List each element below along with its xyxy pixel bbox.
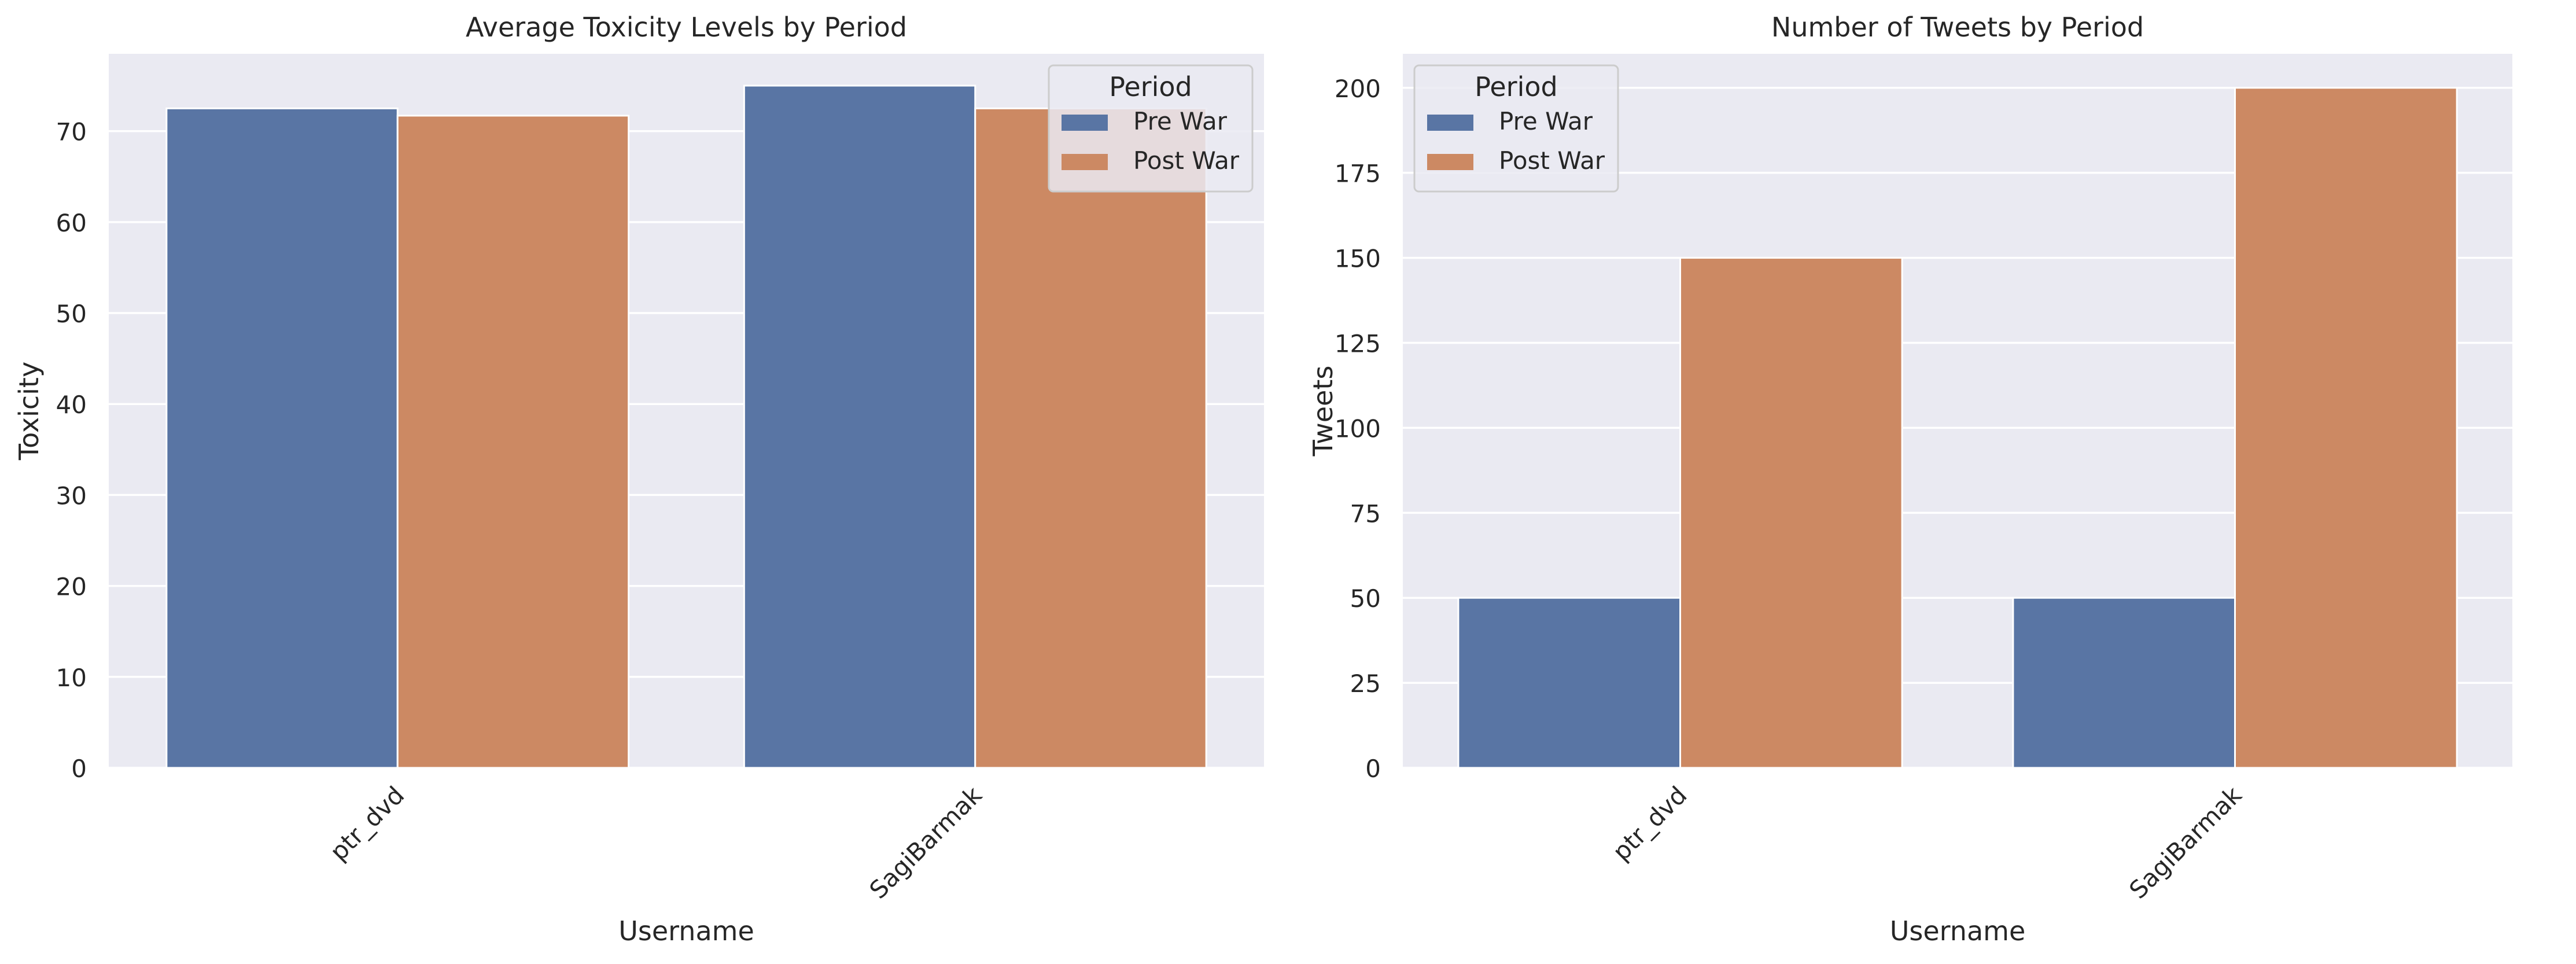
x-axis-label: Username [618,915,754,947]
x-axis-label: Username [1890,915,2026,947]
y-tick-label: 0 [71,755,87,783]
legend-title: Period [1475,71,1557,102]
y-tick-label: 10 [56,664,87,692]
bar-pre-war-ptr_dvd [165,107,399,769]
x-tick-label: ptr_dvd [325,781,410,866]
legend-title: Period [1109,71,1192,102]
y-tick-label: 150 [1335,245,1381,273]
y-tick-label: 0 [1365,755,1381,783]
bar-pre-war-sagibarmak [2012,597,2236,769]
chart-panel-2: 0 25 50 75 100 125 150 175 200 ptr_dvd SagiBarmak N… [1307,12,2512,947]
legend-label: Post War [1499,146,1605,175]
chart-title: Average Toxicity Levels by Period [466,12,907,43]
legend-label: Pre War [1133,107,1228,135]
bar-pre-war-ptr_dvd [1457,597,1681,769]
legend-swatch [1062,115,1108,131]
bar-post-war-sagibarmak [2234,87,2458,769]
bar-pre-war-sagibarmak [743,84,976,769]
x-tick-label: ptr_dvd [1607,781,1692,866]
legend-label: Post War [1133,146,1240,175]
x-tick-label: SagiBarmak [864,781,987,904]
y-tick-label: 175 [1335,160,1381,188]
y-tick-label: 100 [1335,414,1381,443]
legend-swatch [1427,115,1473,131]
legend-swatch [1062,154,1108,170]
legend: Period Pre War Post War [1413,64,1619,193]
legend: Period Pre War Post War [1048,64,1254,193]
legend-swatch [1427,154,1473,170]
bar-post-war-sagibarmak [974,107,1207,769]
y-tick-label: 125 [1335,329,1381,358]
y-axis-label: Tweets [1307,366,1339,457]
y-tick-label: 60 [56,209,87,237]
y-tick-label: 25 [1350,669,1381,698]
chart-panel-1: 0 10 20 30 40 50 60 70 ptr_dvd SagiBarmak Average … [13,12,1264,947]
y-tick-label: 40 [56,391,87,419]
y-tick-label: 50 [1350,584,1381,613]
y-tick-label: 200 [1335,75,1381,103]
y-tick-label: 70 [56,118,87,146]
y-axis-label: Toxicity [13,362,45,461]
legend-label: Pre War [1499,107,1593,135]
bar-post-war-ptr_dvd [1679,257,1903,769]
chart-title: Number of Tweets by Period [1771,12,2144,43]
y-tick-label: 75 [1350,499,1381,528]
y-tick-label: 20 [56,573,87,601]
x-tick-label: SagiBarmak [2124,781,2247,904]
y-tick-label: 30 [56,481,87,510]
bar-post-war-ptr_dvd [396,115,630,769]
y-tick-label: 50 [56,300,87,328]
